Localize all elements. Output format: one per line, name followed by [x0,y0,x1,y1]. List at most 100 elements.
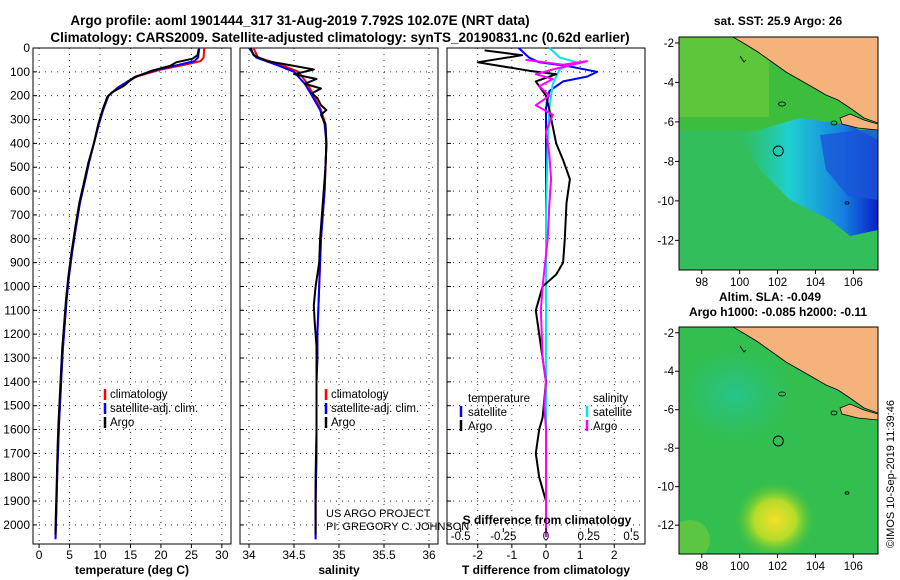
map-x-tick-label: 100 [730,277,749,289]
x-tick-label: -1 [507,548,518,562]
map-x-tick-label: 104 [806,561,826,573]
x-tick-label: 0 [543,548,550,562]
map-x-tick-label: 100 [730,561,749,573]
map-y-tick-label: -2 [664,38,674,50]
y-tick-label: 1700 [3,446,30,460]
series-line-salinity-satellite [545,47,578,537]
legend-sal-header: salinity [593,393,628,405]
map-y-tick-label: -6 [664,405,674,417]
sla-map-title-1: Altim. SLA: -0.049 [719,290,821,304]
legend-label: satellite-adj. clim. [331,403,419,415]
legend-label: Argo [593,421,617,433]
y-tick-label: 100 [10,65,30,79]
sla-map-title-2: Argo h1000: -0.085 h2000: -0.11 [689,305,867,319]
map-y-tick-label: -4 [664,366,675,378]
y-tick-label: 1900 [3,494,30,508]
map-y-tick-label: -2 [664,328,674,340]
legend-label: Argo [110,417,134,429]
title-line-1: Argo profile: aoml 1901444_317 31-Aug-20… [70,13,529,28]
map-y-tick-label: -12 [657,235,674,247]
salinity-panel: 34 34.5 35 35.5 36 salinity climatology satelli… [239,47,469,577]
x-axis-label: temperature (deg C) [75,563,189,577]
x-tick-label: 34 [242,548,256,562]
y-tick-label: 600 [10,184,30,198]
y-tick-label: 900 [10,256,30,270]
series-line-argo [54,49,200,535]
legend-label: satellite [593,407,632,419]
sst-map-land [732,37,878,124]
x-tick-label: 35 [332,548,346,562]
temperature-panel: 0 5 10 15 20 25 300100200300400500600700800900… [3,41,232,577]
sla-map: Altim. SLA: -0.049 Argo h1000: -0.085 h2… [657,290,879,573]
y-tick-label: 300 [10,113,30,127]
sla-map-land [732,327,878,414]
map-x-tick-label: 102 [768,561,787,573]
pi-label: PI: GREGORY C. JOHNSON [326,521,469,533]
legend-label: climatology [331,389,389,401]
x-axis-label: T difference from climatology [462,563,630,577]
map-x-tick-label: 102 [768,277,787,289]
map-x-tick-label: 98 [695,277,708,289]
legend-label: satellite [468,407,507,419]
sla-argo-marker [772,435,784,447]
x-tick-label: 20 [154,548,168,562]
map-x-tick-label: 106 [844,561,863,573]
y-tick-label: 1300 [3,351,30,365]
sal-diff-tick-label: 0 [543,531,549,543]
legend-label: Argo [331,417,355,429]
x-tick-label: 10 [93,548,107,562]
project-label: US ARGO PROJECT [326,508,431,520]
y-tick-label: 1100 [4,303,30,317]
panel-frame [32,47,232,545]
y-tick-label: 0 [23,41,30,55]
title-line-2: Climatology: CARS2009. Satellite-adjuste… [50,30,629,45]
series-line-temperature-satellite [518,47,599,537]
x-tick-label: 34.5 [282,548,306,562]
x-tick-label: 5 [66,548,73,562]
map-y-tick-label: -12 [657,520,674,532]
y-tick-label: 800 [10,232,30,246]
x-axis-label: salinity [318,563,360,577]
map-y-tick-label: -8 [664,156,674,168]
y-tick-label: 1800 [3,470,30,484]
legend-label: climatology [110,389,168,401]
map-x-tick-label: 106 [844,277,863,289]
x-tick-label: 30 [215,548,229,562]
y-tick-label: 1600 [3,423,30,437]
series-line-salinity-argo [525,58,588,537]
legend-label: Argo [468,421,492,433]
y-tick-label: 2000 [3,518,30,532]
map-y-tick-label: -6 [664,117,674,129]
sal-diff-tick-label: -0.25 [490,531,516,543]
sla-map-frame [678,326,879,555]
x-tick-label: 1 [577,548,584,562]
x-tick-label: 15 [124,548,138,562]
y-tick-label: 1200 [3,327,30,341]
y-tick-label: 700 [10,208,30,222]
map-y-tick-label: -4 [664,77,675,89]
x-tick-label: 25 [185,548,199,562]
series-line-satellite-adj-clim- [54,47,201,540]
map-x-tick-label: 104 [806,277,826,289]
y-tick-label: 200 [10,89,30,103]
x-tick-label: 0 [36,548,43,562]
y-tick-label: 1000 [3,279,30,293]
y-tick-label: 1400 [3,375,30,389]
sst-map: sat. SST: 25.9 Argo: 26 98 100 102 104 106 -2… [657,14,879,289]
map-y-tick-label: -10 [657,196,674,208]
sal-diff-tick-label: 0.5 [623,531,639,543]
y-tick-label: 400 [10,136,30,150]
sst-map-title: sat. SST: 25.9 Argo: 26 [714,14,843,28]
sal-diff-axis-label: S difference from climatology [463,513,632,527]
y-tick-label: 1500 [3,399,30,413]
legend-label: satellite-adj. clim. [110,403,198,415]
series-line-temperature-argo [476,49,571,537]
series-line-argo [249,47,328,535]
sst-argo-marker [772,145,784,157]
map-x-tick-label: 98 [695,561,708,573]
imos-credit: ©IMOS 10-Sep-2019 11:39:46 [885,400,897,548]
difference-panel: -2 -1 0 1 2T difference from climatology temp… [446,47,646,577]
sst-map-frame [678,36,879,271]
sal-diff-tick-label: 0.25 [577,531,599,543]
